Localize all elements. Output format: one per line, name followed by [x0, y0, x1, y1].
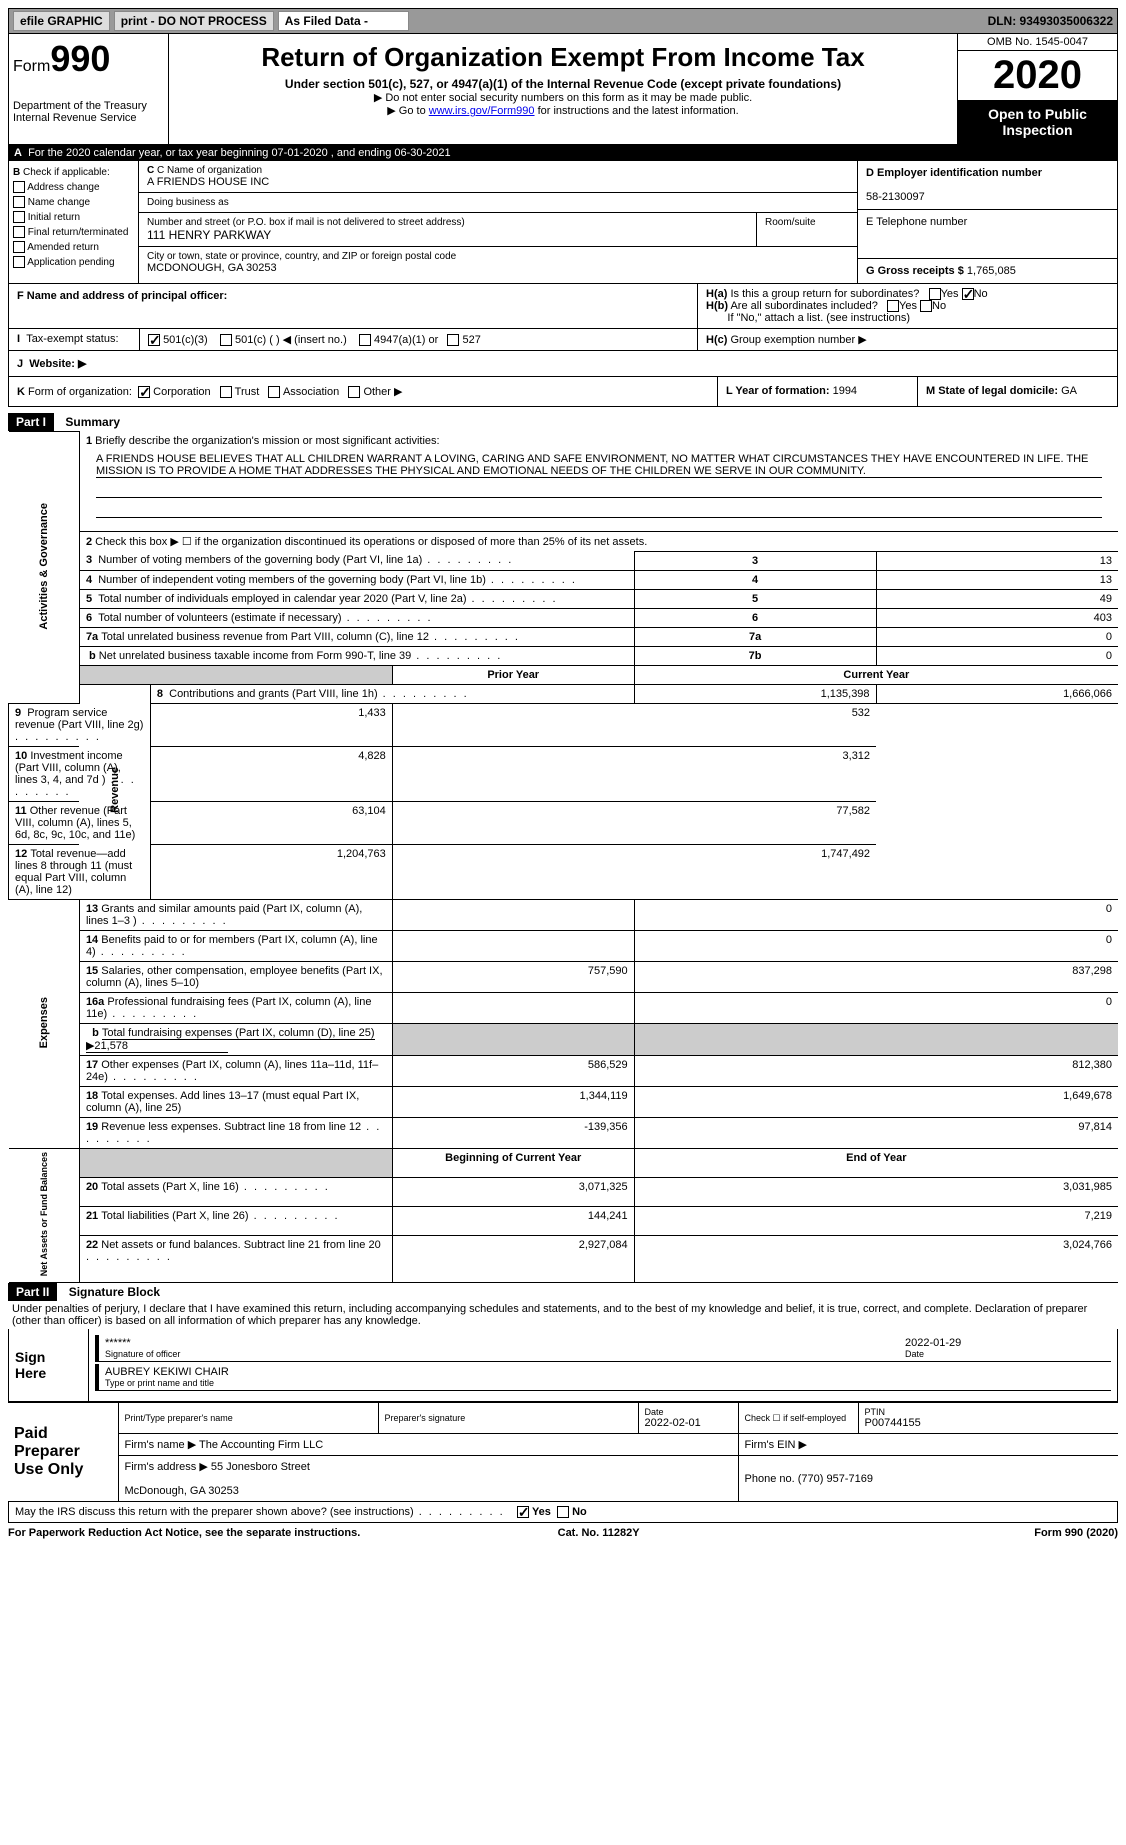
- firm-phone: (770) 957-7169: [798, 1473, 873, 1485]
- signature-section: Sign Here ****** Signature of officer 20…: [8, 1329, 1118, 1402]
- gov-row: 3 Number of voting members of the govern…: [9, 551, 1119, 570]
- cb-address[interactable]: Address change: [13, 182, 100, 193]
- state-domicile: GA: [1061, 385, 1077, 397]
- street-label: Number and street (or P.O. box if mail i…: [147, 217, 748, 228]
- sign-here-label: Sign Here: [9, 1329, 89, 1401]
- tax-year: 2020: [958, 51, 1117, 100]
- identity-section: B Check if applicable: Address change Na…: [8, 161, 1118, 284]
- print-button[interactable]: print - DO NOT PROCESS: [114, 11, 274, 31]
- cb-527[interactable]: [447, 334, 459, 346]
- summary-table: Activities & Governance 1 Briefly descri…: [8, 431, 1118, 1283]
- side-revenue: Revenue: [109, 767, 121, 813]
- footer-right: Form 990 (2020): [1034, 1527, 1118, 1539]
- gross-label: G Gross receipts $: [866, 265, 964, 277]
- gross-value: 1,765,085: [967, 265, 1016, 277]
- row-k: K Form of organization: Corporation Trus…: [8, 377, 1118, 407]
- ha-label: Is this a group return for subordinates?: [730, 288, 919, 300]
- officer-name: AUBREY KEKIWI CHAIR: [105, 1366, 1105, 1378]
- gov-row: 7a Total unrelated business revenue from…: [9, 627, 1119, 646]
- column-c: C C Name of organization A FRIENDS HOUSE…: [139, 161, 857, 283]
- column-b: B Check if applicable: Address change Na…: [9, 161, 139, 283]
- footer-left: For Paperwork Reduction Act Notice, see …: [8, 1527, 360, 1539]
- cb-501c[interactable]: [220, 334, 232, 346]
- gov-row: 4 Number of independent voting members o…: [9, 570, 1119, 589]
- subtitle-2: ▶ Do not enter social security numbers o…: [177, 91, 949, 104]
- cb-final[interactable]: Final return/terminated: [13, 227, 128, 238]
- side-governance: Activities & Governance: [38, 503, 50, 630]
- sig-date: 2022-01-29: [905, 1337, 1105, 1349]
- may-irs-row: May the IRS discuss this return with the…: [8, 1502, 1118, 1523]
- preparer-table: Paid Preparer Use Only Print/Type prepar…: [8, 1402, 1118, 1502]
- k-other[interactable]: [348, 386, 360, 398]
- room-label: Room/suite: [757, 213, 857, 246]
- cb-pending[interactable]: Application pending: [13, 257, 115, 268]
- ein-value: 58-2130097: [866, 191, 925, 203]
- column-de: D Employer identification number 58-2130…: [857, 161, 1117, 283]
- hb-label: Are all subordinates included?: [730, 300, 877, 312]
- sig-stars: ******: [105, 1337, 905, 1349]
- fh-row: F Name and address of principal officer:…: [8, 284, 1118, 329]
- part-1-header: Part I Summary: [8, 413, 1118, 431]
- officer-label: F Name and address of principal officer:: [17, 290, 227, 302]
- form-header: Form990 Department of the Treasury Inter…: [8, 34, 1118, 145]
- org-name: A FRIENDS HOUSE INC: [147, 176, 849, 188]
- year-formation: 1994: [833, 385, 857, 397]
- part-2-header: Part II Signature Block: [8, 1283, 1118, 1301]
- ptin-value: P00744155: [865, 1417, 921, 1429]
- omb-number: OMB No. 1545-0047: [958, 34, 1117, 51]
- k-assoc[interactable]: [268, 386, 280, 398]
- may-irs-yes[interactable]: [517, 1506, 529, 1518]
- street-value: 111 HENRY PARKWAY: [147, 228, 748, 242]
- hb-yes[interactable]: [887, 300, 899, 312]
- dba-label: Doing business as: [147, 197, 849, 208]
- phone-label: E Telephone number: [866, 216, 967, 228]
- dept-label: Department of the Treasury Internal Reve…: [13, 100, 164, 124]
- top-toolbar: efile GRAPHIC print - DO NOT PROCESS As …: [8, 8, 1118, 34]
- firm-name: The Accounting Firm LLC: [199, 1439, 323, 1451]
- gov-row: 6 Total number of volunteers (estimate i…: [9, 608, 1119, 627]
- may-irs-no[interactable]: [557, 1506, 569, 1518]
- ha-yes[interactable]: [929, 288, 941, 300]
- subtitle-1: Under section 501(c), 527, or 4947(a)(1)…: [177, 77, 949, 91]
- open-public-badge: Open to Public Inspection: [958, 100, 1117, 144]
- city-label: City or town, state or province, country…: [147, 251, 849, 262]
- gov-row: 5 Total number of individuals employed i…: [9, 589, 1119, 608]
- mission-text: A FRIENDS HOUSE BELIEVES THAT ALL CHILDR…: [96, 453, 1102, 478]
- firm-ein-label: Firm's EIN ▶: [745, 1439, 808, 1451]
- k-corp[interactable]: [138, 386, 150, 398]
- gov-row: b Net unrelated business taxable income …: [9, 646, 1119, 665]
- city-value: MCDONOUGH, GA 30253: [147, 262, 849, 274]
- form-title: Return of Organization Exempt From Incom…: [177, 42, 949, 73]
- paid-preparer-label: Paid Preparer Use Only: [8, 1403, 118, 1502]
- irs-link[interactable]: www.irs.gov/Form990: [429, 105, 535, 117]
- k-trust[interactable]: [220, 386, 232, 398]
- hc-label: Group exemption number ▶: [730, 334, 866, 346]
- side-net-assets: Net Assets or Fund Balances: [39, 1152, 49, 1276]
- dln-label: DLN: 93493035006322: [988, 14, 1113, 28]
- cb-amended[interactable]: Amended return: [13, 242, 99, 253]
- subtitle-3: ▶ Go to www.irs.gov/Form990 for instruct…: [177, 104, 949, 117]
- prep-date: 2022-02-01: [645, 1417, 701, 1429]
- side-expenses: Expenses: [38, 997, 50, 1048]
- row-j: J Website: ▶: [8, 351, 1118, 377]
- as-filed-label: As Filed Data -: [278, 11, 409, 31]
- form-number: Form990: [13, 38, 164, 80]
- footer-mid: Cat. No. 11282Y: [558, 1527, 640, 1539]
- row-i: I Tax-exempt status: 501(c)(3) 501(c) ( …: [8, 329, 1118, 351]
- ha-no[interactable]: [962, 288, 974, 300]
- row-a: A For the 2020 calendar year, or tax yea…: [8, 145, 1118, 161]
- cb-4947[interactable]: [359, 334, 371, 346]
- ein-label: D Employer identification number: [866, 167, 1042, 179]
- page-footer: For Paperwork Reduction Act Notice, see …: [8, 1523, 1118, 1543]
- cb-name[interactable]: Name change: [13, 197, 90, 208]
- efile-label: efile GRAPHIC: [13, 11, 110, 31]
- cb-501c3[interactable]: [148, 334, 160, 346]
- hb-no[interactable]: [920, 300, 932, 312]
- cb-initial[interactable]: Initial return: [13, 212, 80, 223]
- penalty-text: Under penalties of perjury, I declare th…: [8, 1301, 1118, 1329]
